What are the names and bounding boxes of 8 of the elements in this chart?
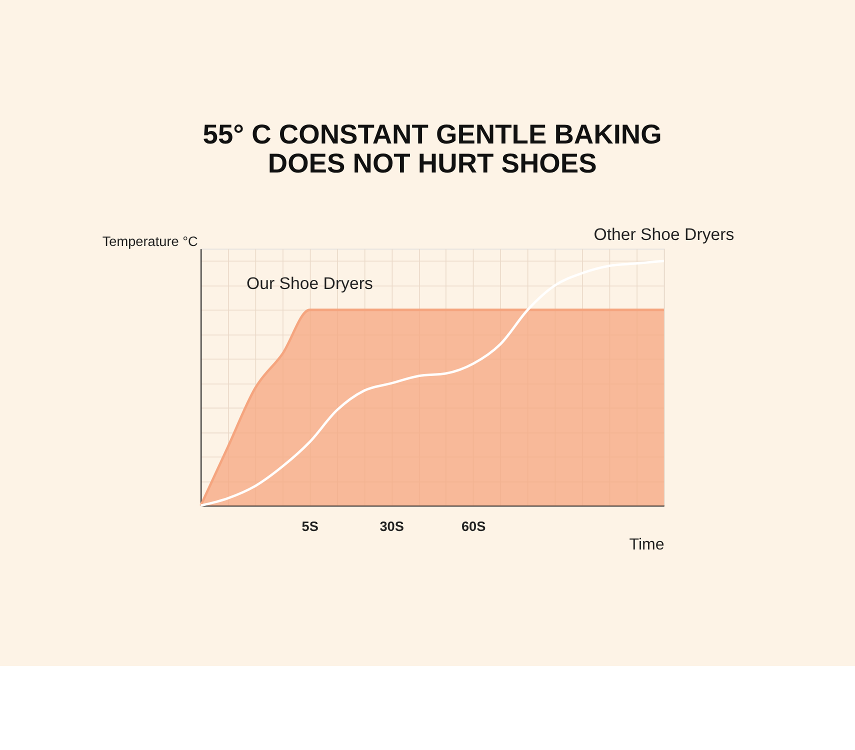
x-axis-title: Time <box>629 535 664 554</box>
chart-title: 55° C CONSTANT GENTLE BAKING DOES NOT HURT SHOES <box>202 118 662 179</box>
x-tick-label: 60S <box>461 518 486 534</box>
x-tick-label: 5S <box>302 518 318 534</box>
x-tick-label: 30S <box>380 518 404 534</box>
series-label: Other Shoe Dryers <box>594 225 734 244</box>
series-label: Our Shoe Dryers <box>246 274 373 293</box>
y-axis-title: Temperature °C <box>102 234 198 249</box>
